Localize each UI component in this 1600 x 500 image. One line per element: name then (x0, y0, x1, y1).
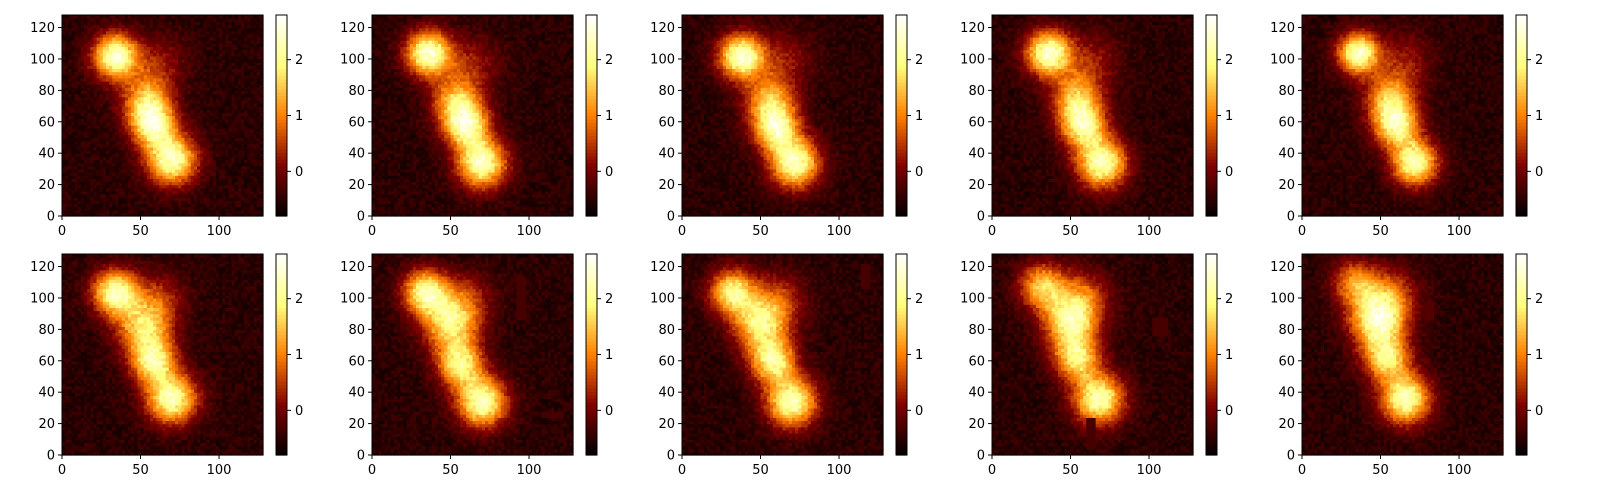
heatmap-cells (62, 15, 264, 217)
